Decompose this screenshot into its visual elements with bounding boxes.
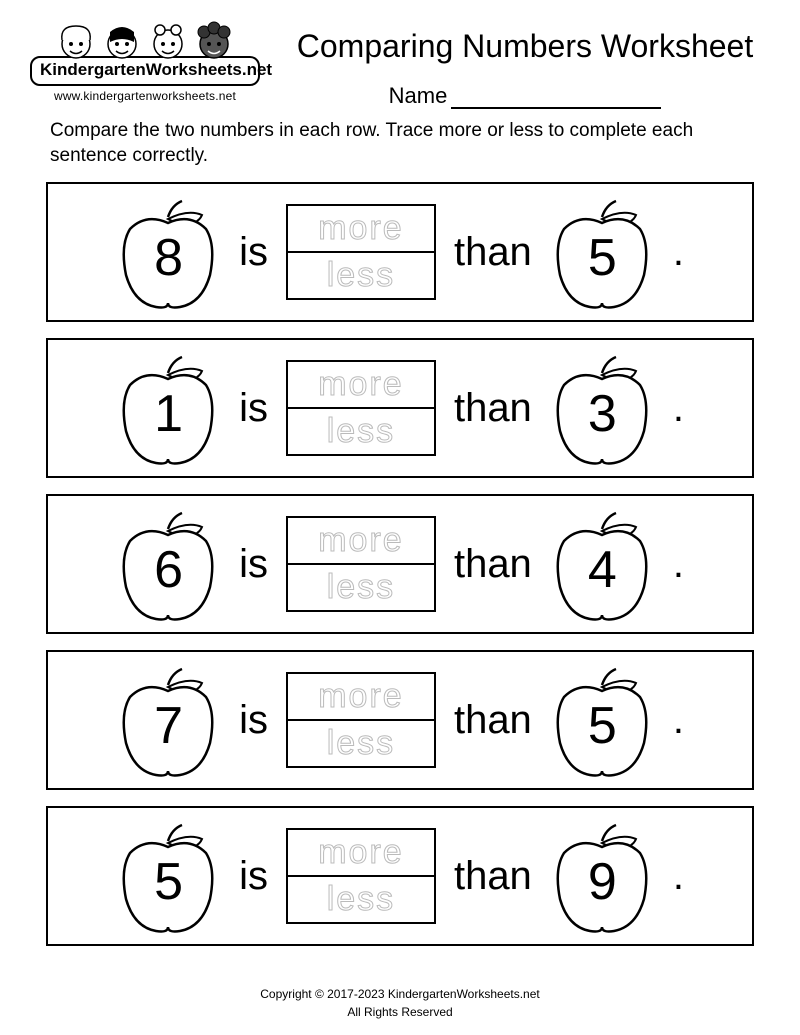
number-right: 3: [588, 384, 617, 444]
comparison-row: 6 is more less than 4 .: [46, 494, 754, 634]
word-is: is: [239, 854, 268, 899]
period: .: [673, 854, 684, 899]
logo-block: KindergartenWorksheets.net www.kindergar…: [30, 20, 260, 103]
number-left: 7: [154, 696, 183, 756]
word-than: than: [454, 698, 532, 743]
logo-url: www.kindergartenworksheets.net: [54, 89, 236, 103]
word-is: is: [239, 386, 268, 431]
apple-left: 5: [116, 819, 221, 934]
choice-box[interactable]: more less: [286, 516, 436, 612]
name-label: Name: [389, 83, 448, 108]
choice-box[interactable]: more less: [286, 360, 436, 456]
comparison-row: 7 is more less than 5 .: [46, 650, 754, 790]
word-than: than: [454, 386, 532, 431]
period: .: [673, 230, 684, 275]
rights: All Rights Reserved: [0, 1003, 800, 1021]
number-right: 5: [588, 228, 617, 288]
number-left: 5: [154, 852, 183, 912]
number-right: 4: [588, 540, 617, 600]
apple-right: 9: [550, 819, 655, 934]
choice-more[interactable]: more: [288, 362, 434, 409]
number-right: 5: [588, 696, 617, 756]
choice-more[interactable]: more: [288, 206, 434, 253]
comparison-row: 5 is more less than 9 .: [46, 806, 754, 946]
word-is: is: [239, 698, 268, 743]
choice-less[interactable]: less: [288, 721, 434, 766]
footer: Copyright © 2017-2023 KindergartenWorksh…: [0, 985, 800, 1021]
apple-left: 1: [116, 351, 221, 466]
apple-left: 8: [116, 195, 221, 310]
number-right: 9: [588, 852, 617, 912]
word-than: than: [454, 854, 532, 899]
choice-box[interactable]: more less: [286, 672, 436, 768]
apple-left: 6: [116, 507, 221, 622]
number-left: 8: [154, 228, 183, 288]
instructions: Compare the two numbers in each row. Tra…: [50, 119, 750, 168]
choice-less[interactable]: less: [288, 253, 434, 298]
word-is: is: [239, 230, 268, 275]
page-title: Comparing Numbers Worksheet: [280, 28, 770, 65]
choice-less[interactable]: less: [288, 409, 434, 454]
number-left: 6: [154, 540, 183, 600]
header: KindergartenWorksheets.net www.kindergar…: [30, 20, 770, 109]
choice-more[interactable]: more: [288, 518, 434, 565]
copyright: Copyright © 2017-2023 KindergartenWorksh…: [0, 985, 800, 1003]
apple-right: 3: [550, 351, 655, 466]
choice-more[interactable]: more: [288, 674, 434, 721]
logo-faces-icon: [54, 20, 236, 62]
comparison-row: 1 is more less than 3 .: [46, 338, 754, 478]
apple-right: 5: [550, 195, 655, 310]
period: .: [673, 542, 684, 587]
number-left: 1: [154, 384, 183, 444]
choice-less[interactable]: less: [288, 877, 434, 922]
choice-box[interactable]: more less: [286, 828, 436, 924]
word-than: than: [454, 542, 532, 587]
choice-box[interactable]: more less: [286, 204, 436, 300]
choice-less[interactable]: less: [288, 565, 434, 610]
word-is: is: [239, 542, 268, 587]
word-than: than: [454, 230, 532, 275]
period: .: [673, 386, 684, 431]
rows-container: 8 is more less than 5 . 1 is more less t…: [30, 182, 770, 946]
title-block: Comparing Numbers Worksheet Name: [280, 20, 770, 109]
apple-left: 7: [116, 663, 221, 778]
comparison-row: 8 is more less than 5 .: [46, 182, 754, 322]
choice-more[interactable]: more: [288, 830, 434, 877]
apple-right: 5: [550, 663, 655, 778]
name-input-line[interactable]: [451, 85, 661, 109]
period: .: [673, 698, 684, 743]
apple-right: 4: [550, 507, 655, 622]
name-row: Name: [280, 83, 770, 109]
